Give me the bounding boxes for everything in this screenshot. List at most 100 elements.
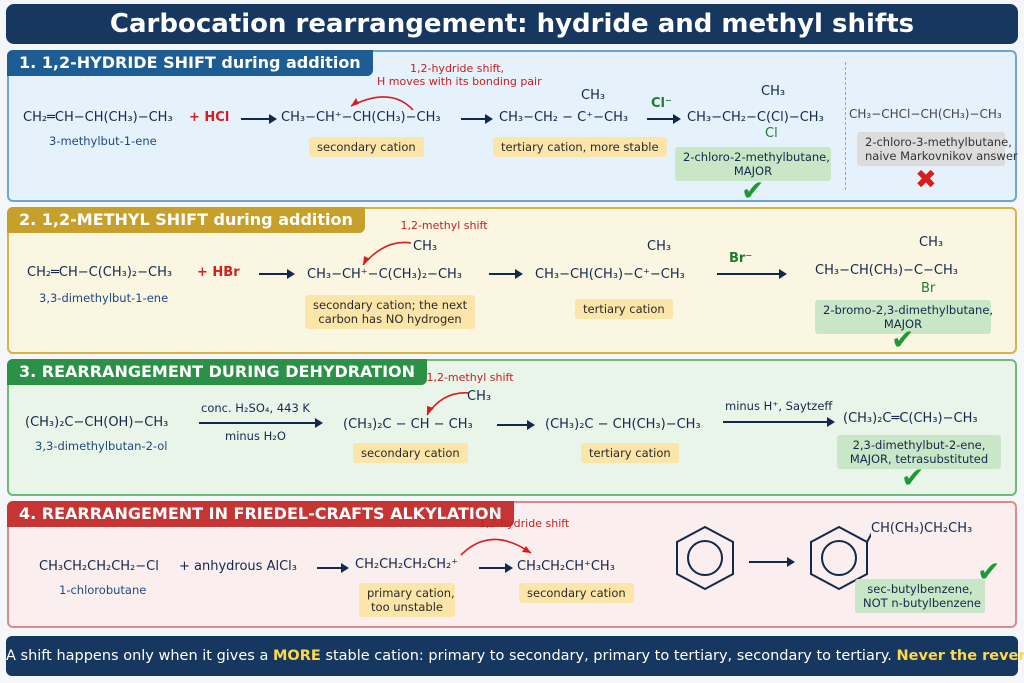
sec-butyl-substituent: CH(CH₃)CH₂CH₃ (871, 521, 973, 536)
benzene-ring-product (810, 525, 871, 591)
tertiary-cation-label: tertiary cation, more stable (493, 137, 667, 157)
reactant-formula: CH₂═CH−CH(CH₃)−CH₃ (23, 110, 173, 125)
conditions-bottom: minus H₂O (225, 429, 286, 443)
tertiary-cation-label: tertiary cation (581, 443, 679, 463)
footer-text-1: A shift happens only when it gives a (6, 648, 273, 664)
page-title: Carbocation rearrangement: hydride and m… (6, 4, 1018, 44)
shift-curve-arrow (460, 538, 532, 556)
panel-friedel-crafts: 4. REARRANGEMENT IN FRIEDEL-CRAFTS ALKYL… (7, 501, 1017, 628)
shift-note: 1,2-methyl shift (426, 371, 514, 384)
reactant-formula: CH₂═CH−C(CH₃)₂−CH₃ (27, 265, 173, 280)
footer-text-2: stable cation: primary to secondary, pri… (320, 648, 897, 664)
shift-note: 1,2-hydride shift (478, 517, 570, 530)
product-label-line2: MAJOR (883, 317, 923, 331)
reaction-arrow (489, 269, 523, 279)
reactant-formula: CH₃CH₂CH₂CH₂−Cl (39, 559, 159, 574)
primary-cation: CH₂CH₂CH₂CH₂⁺ (355, 557, 459, 572)
reactant-name: 1-chlorobutane (59, 583, 147, 597)
tertiary-cation-methyl: CH₃ (647, 239, 672, 254)
panel-title: 1. 1,2-HYDRIDE SHIFT during addition (7, 50, 373, 76)
product-label-line1: 2-chloro-2-methylbutane, (683, 150, 830, 164)
check-icon: ✔ (977, 555, 1001, 588)
product-methyl: CH₃ (761, 84, 786, 99)
product-methyl: CH₃ (919, 235, 944, 250)
primary-cation-label-line2: too unstable (371, 600, 443, 614)
product-chlorine: Cl (765, 126, 778, 141)
conditions-top: conc. H₂SO₄, 443 K (201, 401, 310, 415)
elimination-conditions: minus H⁺, Saytzeff (725, 399, 833, 413)
nucleophile-chloride: Cl⁻ (651, 96, 672, 111)
product-label-line2: NOT n-butylbenzene (863, 596, 982, 610)
panel-title: 2. 1,2-METHYL SHIFT during addition (7, 207, 365, 233)
secondary-cation: CH₃−CH⁺−C(CH₃)₂−CH₃ (307, 267, 463, 282)
reactant-name: 3,3-dimethylbut-1-ene (39, 291, 169, 305)
reaction-arrow (241, 114, 277, 124)
reaction-arrow (259, 269, 295, 279)
panel-hydride-shift: 1. 1,2-HYDRIDE SHIFT during addition CH₂… (7, 50, 1018, 207)
check-icon: ✔ (891, 323, 915, 356)
shift-note-line2: H moves with its bonding pair (377, 75, 542, 88)
reagent: + HBr (197, 265, 240, 280)
reaction-arrow (723, 417, 835, 427)
wrong-product-label: 2-chloro-3-methylbutane, naive Markovnik… (857, 132, 1018, 166)
reaction-arrow (479, 563, 513, 573)
product-label: sec-butylbenzene, NOT n-butylbenzene (855, 579, 985, 613)
reactant-name: 3,3-dimethylbutan-2-ol (35, 439, 168, 453)
nucleophile-bromide: Br⁻ (729, 251, 753, 266)
wrong-product-formula: CH₃−CHCl−CH(CH₃)−CH₃ (849, 107, 1002, 121)
secondary-cation-label: secondary cation (309, 137, 424, 157)
secondary-cation: CH₃CH₂CH⁺CH₃ (517, 559, 615, 574)
shift-curve-arrow (426, 392, 470, 416)
tertiary-cation-methyl: CH₃ (581, 88, 606, 103)
secondary-cation-methyl: CH₃ (413, 239, 438, 254)
reagent: + HCl (189, 110, 230, 125)
reaction-arrow (461, 114, 493, 124)
check-icon: ✔ (741, 174, 765, 207)
secondary-cation: (CH₃)₂C − CH − CH₃ (343, 417, 473, 432)
reagent: + anhydrous AlCl₃ (179, 559, 297, 574)
primary-cation-label-line1: primary cation, (367, 586, 455, 600)
reaction-arrow (497, 420, 535, 430)
tertiary-cation-label: tertiary cation (575, 299, 673, 319)
primary-cation-label: primary cation, too unstable (359, 583, 455, 617)
product-label: 2-bromo-2,3-dimethylbutane, MAJOR (815, 300, 994, 334)
reaction-arrow (199, 418, 323, 428)
product-label-line2: MAJOR, tetrasubstituted (849, 452, 989, 466)
reactant-formula: (CH₃)₂C−CH(OH)−CH₃ (25, 415, 169, 430)
reaction-arrow (717, 269, 787, 279)
footer-highlight-never: Never the reverse. (896, 648, 1024, 664)
check-icon: ✔ (901, 461, 925, 494)
product-label: 2,3-dimethylbut-2-ene, MAJOR, tetrasubst… (837, 435, 1001, 469)
secondary-cation-label-line1: secondary cation; the next (313, 298, 468, 312)
secondary-cation-label: secondary cation; the next carbon has NO… (305, 295, 475, 329)
product-label: 2-chloro-2-methylbutane, MAJOR (675, 147, 831, 181)
panel-title: 3. REARRANGEMENT DURING DEHYDRATION (7, 359, 428, 385)
shift-note-line1: 1,2-hydride shift, (410, 62, 504, 75)
product-bromine: Br (921, 281, 936, 296)
cross-icon: ✖ (915, 165, 937, 195)
reaction-arrow (647, 114, 681, 124)
footer-highlight-more: MORE (272, 648, 321, 664)
benzene-ring-reactant (676, 525, 734, 591)
panel-methyl-shift: 2. 1,2-METHYL SHIFT during addition CH₂═… (7, 207, 1017, 356)
product-label-line1: 2-bromo-2,3-dimethylbutane, (823, 303, 994, 317)
product-formula: CH₃−CH₂−C(Cl)−CH₃ (687, 110, 824, 125)
shift-curve-arrow (362, 241, 412, 266)
reaction-arrow (749, 557, 795, 567)
secondary-cation: CH₃−CH⁺−CH(CH₃)−CH₃ (281, 110, 441, 125)
secondary-cation-label-line2: carbon has NO hydrogen (318, 312, 462, 326)
reactant-name: 3-methylbut-1-ene (49, 134, 157, 148)
secondary-cation-methyl: CH₃ (467, 389, 492, 404)
reaction-arrow (317, 563, 349, 573)
secondary-cation-label: secondary cation (353, 443, 468, 463)
panel-dehydration: 3. REARRANGEMENT DURING DEHYDRATION (CH₃… (7, 359, 1017, 496)
wrong-label-line2: naive Markovnikov answer (865, 149, 1018, 163)
shift-note: 1,2-methyl shift (400, 219, 488, 232)
product-label-line1: sec-butylbenzene, (867, 582, 973, 596)
wrong-label-line1: 2-chloro-3-methylbutane, (865, 135, 1012, 149)
product-label-line2: MAJOR (733, 164, 773, 178)
tertiary-cation: (CH₃)₂C − CH(CH₃)−CH₃ (545, 417, 701, 432)
panel-title: 4. REARRANGEMENT IN FRIEDEL-CRAFTS ALKYL… (7, 501, 514, 527)
shift-curve-arrow (350, 96, 414, 111)
product-formula: CH₃−CH(CH₃)−C−CH₃ (815, 263, 958, 278)
